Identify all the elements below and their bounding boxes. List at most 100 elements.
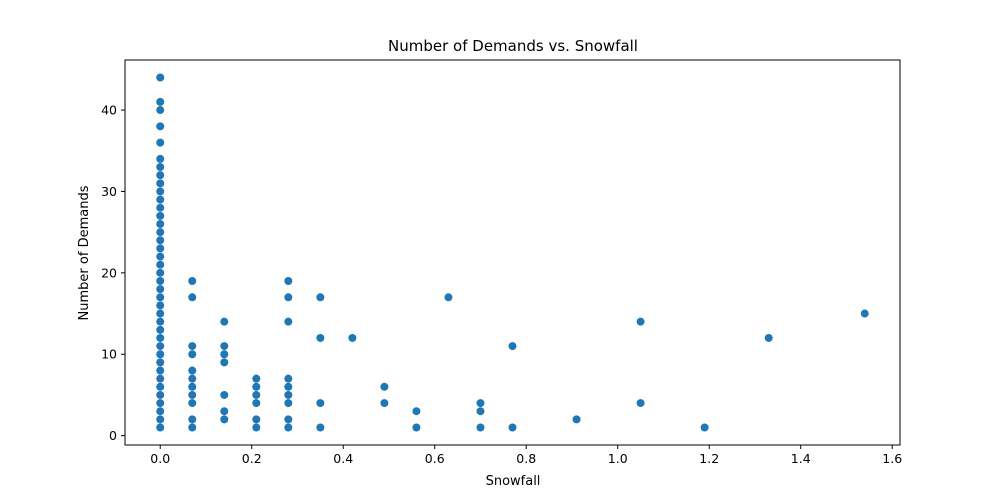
data-point	[188, 374, 197, 383]
data-point	[156, 220, 165, 229]
data-point	[252, 415, 261, 424]
data-point	[156, 301, 165, 310]
chart-title: Number of Demands vs. Snowfall	[388, 37, 638, 55]
data-point	[156, 236, 165, 245]
x-tick-label: 1.6	[882, 451, 902, 466]
data-point	[252, 374, 261, 383]
data-point	[476, 407, 485, 416]
data-point	[188, 293, 197, 302]
data-point	[188, 390, 197, 399]
x-axis-label: Snowfall	[486, 474, 541, 489]
data-point	[508, 423, 517, 432]
data-point	[316, 423, 325, 432]
data-point	[156, 358, 165, 367]
data-point	[156, 154, 165, 163]
data-point	[700, 423, 709, 432]
data-point	[252, 399, 261, 408]
data-point	[156, 268, 165, 277]
data-point	[156, 106, 165, 115]
data-point	[220, 407, 229, 416]
data-point	[476, 399, 485, 408]
data-point	[156, 195, 165, 204]
data-point	[188, 342, 197, 351]
data-point	[220, 390, 229, 399]
data-point	[572, 415, 581, 424]
data-point	[156, 211, 165, 220]
y-tick-label: 30	[101, 184, 117, 199]
data-point	[156, 260, 165, 269]
data-point	[508, 342, 517, 351]
data-point	[316, 399, 325, 408]
data-point	[156, 374, 165, 383]
data-point	[188, 399, 197, 408]
data-point	[156, 138, 165, 147]
plot-frame	[124, 59, 901, 446]
x-tick-label: 0.0	[150, 451, 170, 466]
data-points	[156, 73, 869, 432]
data-point	[188, 276, 197, 285]
data-point	[412, 423, 421, 432]
data-point	[156, 171, 165, 180]
data-point	[860, 309, 869, 318]
data-point	[220, 317, 229, 326]
data-point	[220, 342, 229, 351]
data-point	[188, 350, 197, 359]
y-axis: 0 10 20 30 40	[101, 103, 125, 443]
data-point	[764, 333, 773, 342]
x-tick-label: 1.4	[791, 451, 811, 466]
data-point	[156, 309, 165, 318]
data-point	[188, 382, 197, 391]
data-point	[252, 382, 261, 391]
x-tick-label: 1.0	[608, 451, 628, 466]
y-tick-label: 10	[101, 347, 117, 362]
data-point	[156, 228, 165, 237]
data-point	[284, 293, 293, 302]
data-point	[220, 350, 229, 359]
x-tick-label: 0.4	[333, 451, 353, 466]
data-point	[156, 244, 165, 253]
data-point	[252, 423, 261, 432]
x-tick-label: 0.2	[242, 451, 262, 466]
data-point	[156, 390, 165, 399]
data-point	[284, 390, 293, 399]
data-point	[188, 366, 197, 375]
data-point	[284, 423, 293, 432]
y-tick-label: 20	[101, 265, 117, 280]
data-point	[156, 333, 165, 342]
data-point	[156, 203, 165, 212]
data-point	[284, 374, 293, 383]
data-point	[188, 415, 197, 424]
data-point	[156, 366, 165, 375]
data-point	[156, 276, 165, 285]
data-point	[156, 399, 165, 408]
data-point	[156, 407, 165, 416]
data-point	[636, 399, 645, 408]
x-tick-label: 0.8	[516, 451, 536, 466]
data-point	[156, 317, 165, 326]
data-point	[284, 317, 293, 326]
data-point	[444, 293, 453, 302]
data-point	[220, 415, 229, 424]
data-point	[636, 317, 645, 326]
data-point	[476, 423, 485, 432]
data-point	[156, 73, 165, 82]
data-point	[380, 382, 389, 391]
data-point	[188, 423, 197, 432]
data-point	[316, 293, 325, 302]
x-axis: 0.0 0.2 0.4 0.6 0.8 1.0 1.2 1.4 1.6	[150, 445, 902, 466]
data-point	[156, 122, 165, 131]
data-point	[156, 350, 165, 359]
data-point	[156, 342, 165, 351]
data-point	[220, 358, 229, 367]
x-tick-label: 0.6	[425, 451, 445, 466]
data-point	[348, 333, 357, 342]
data-point	[380, 399, 389, 408]
y-tick-label: 0	[109, 428, 117, 443]
data-point	[316, 333, 325, 342]
data-point	[156, 382, 165, 391]
y-tick-label: 40	[101, 103, 117, 118]
data-point	[156, 97, 165, 106]
data-point	[156, 325, 165, 334]
data-point	[156, 179, 165, 188]
data-point	[284, 382, 293, 391]
